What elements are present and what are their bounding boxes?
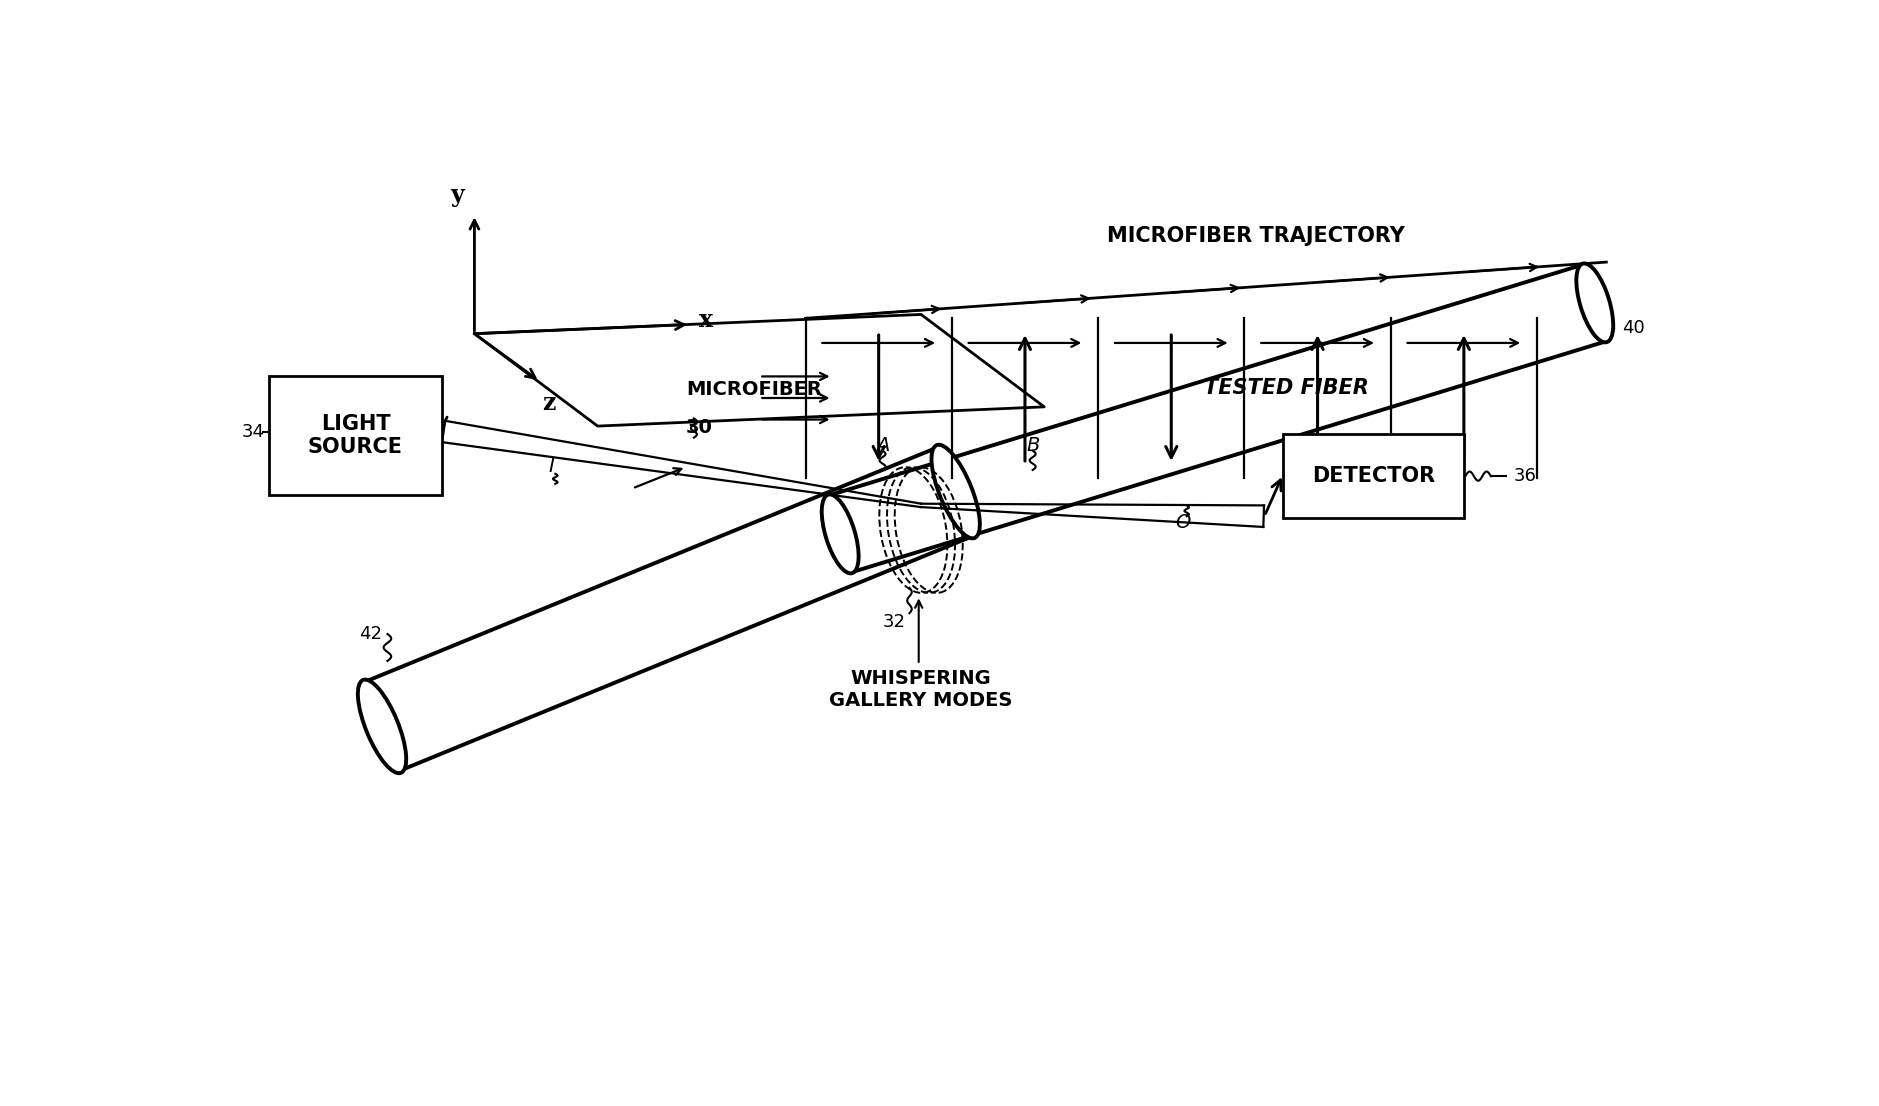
FancyBboxPatch shape (269, 376, 442, 495)
Ellipse shape (357, 679, 406, 773)
Ellipse shape (1576, 263, 1614, 343)
Text: MICROFIBER: MICROFIBER (686, 380, 821, 399)
Text: 30: 30 (686, 418, 712, 437)
Text: 32: 32 (883, 613, 906, 632)
Text: MICROFIBER TRAJECTORY: MICROFIBER TRAJECTORY (1107, 226, 1405, 246)
Text: 34: 34 (242, 422, 265, 441)
Text: I: I (549, 458, 554, 477)
Text: A: A (876, 436, 889, 455)
Text: LIGHT
SOURCE: LIGHT SOURCE (308, 414, 402, 457)
Ellipse shape (932, 445, 979, 539)
Text: y: y (451, 182, 464, 207)
Text: 40: 40 (1622, 320, 1644, 337)
Text: WHISPERING
GALLERY MODES: WHISPERING GALLERY MODES (829, 669, 1013, 710)
Text: 36: 36 (1514, 467, 1537, 486)
Ellipse shape (821, 494, 859, 573)
FancyBboxPatch shape (1283, 434, 1464, 519)
Text: O: O (1174, 513, 1191, 532)
Text: TESTED FIBER: TESTED FIBER (1204, 377, 1370, 397)
Text: z: z (543, 392, 556, 416)
Text: DETECTOR: DETECTOR (1312, 466, 1436, 487)
Text: B: B (1026, 436, 1039, 455)
Text: x: x (699, 307, 714, 332)
Text: 42: 42 (359, 625, 381, 643)
